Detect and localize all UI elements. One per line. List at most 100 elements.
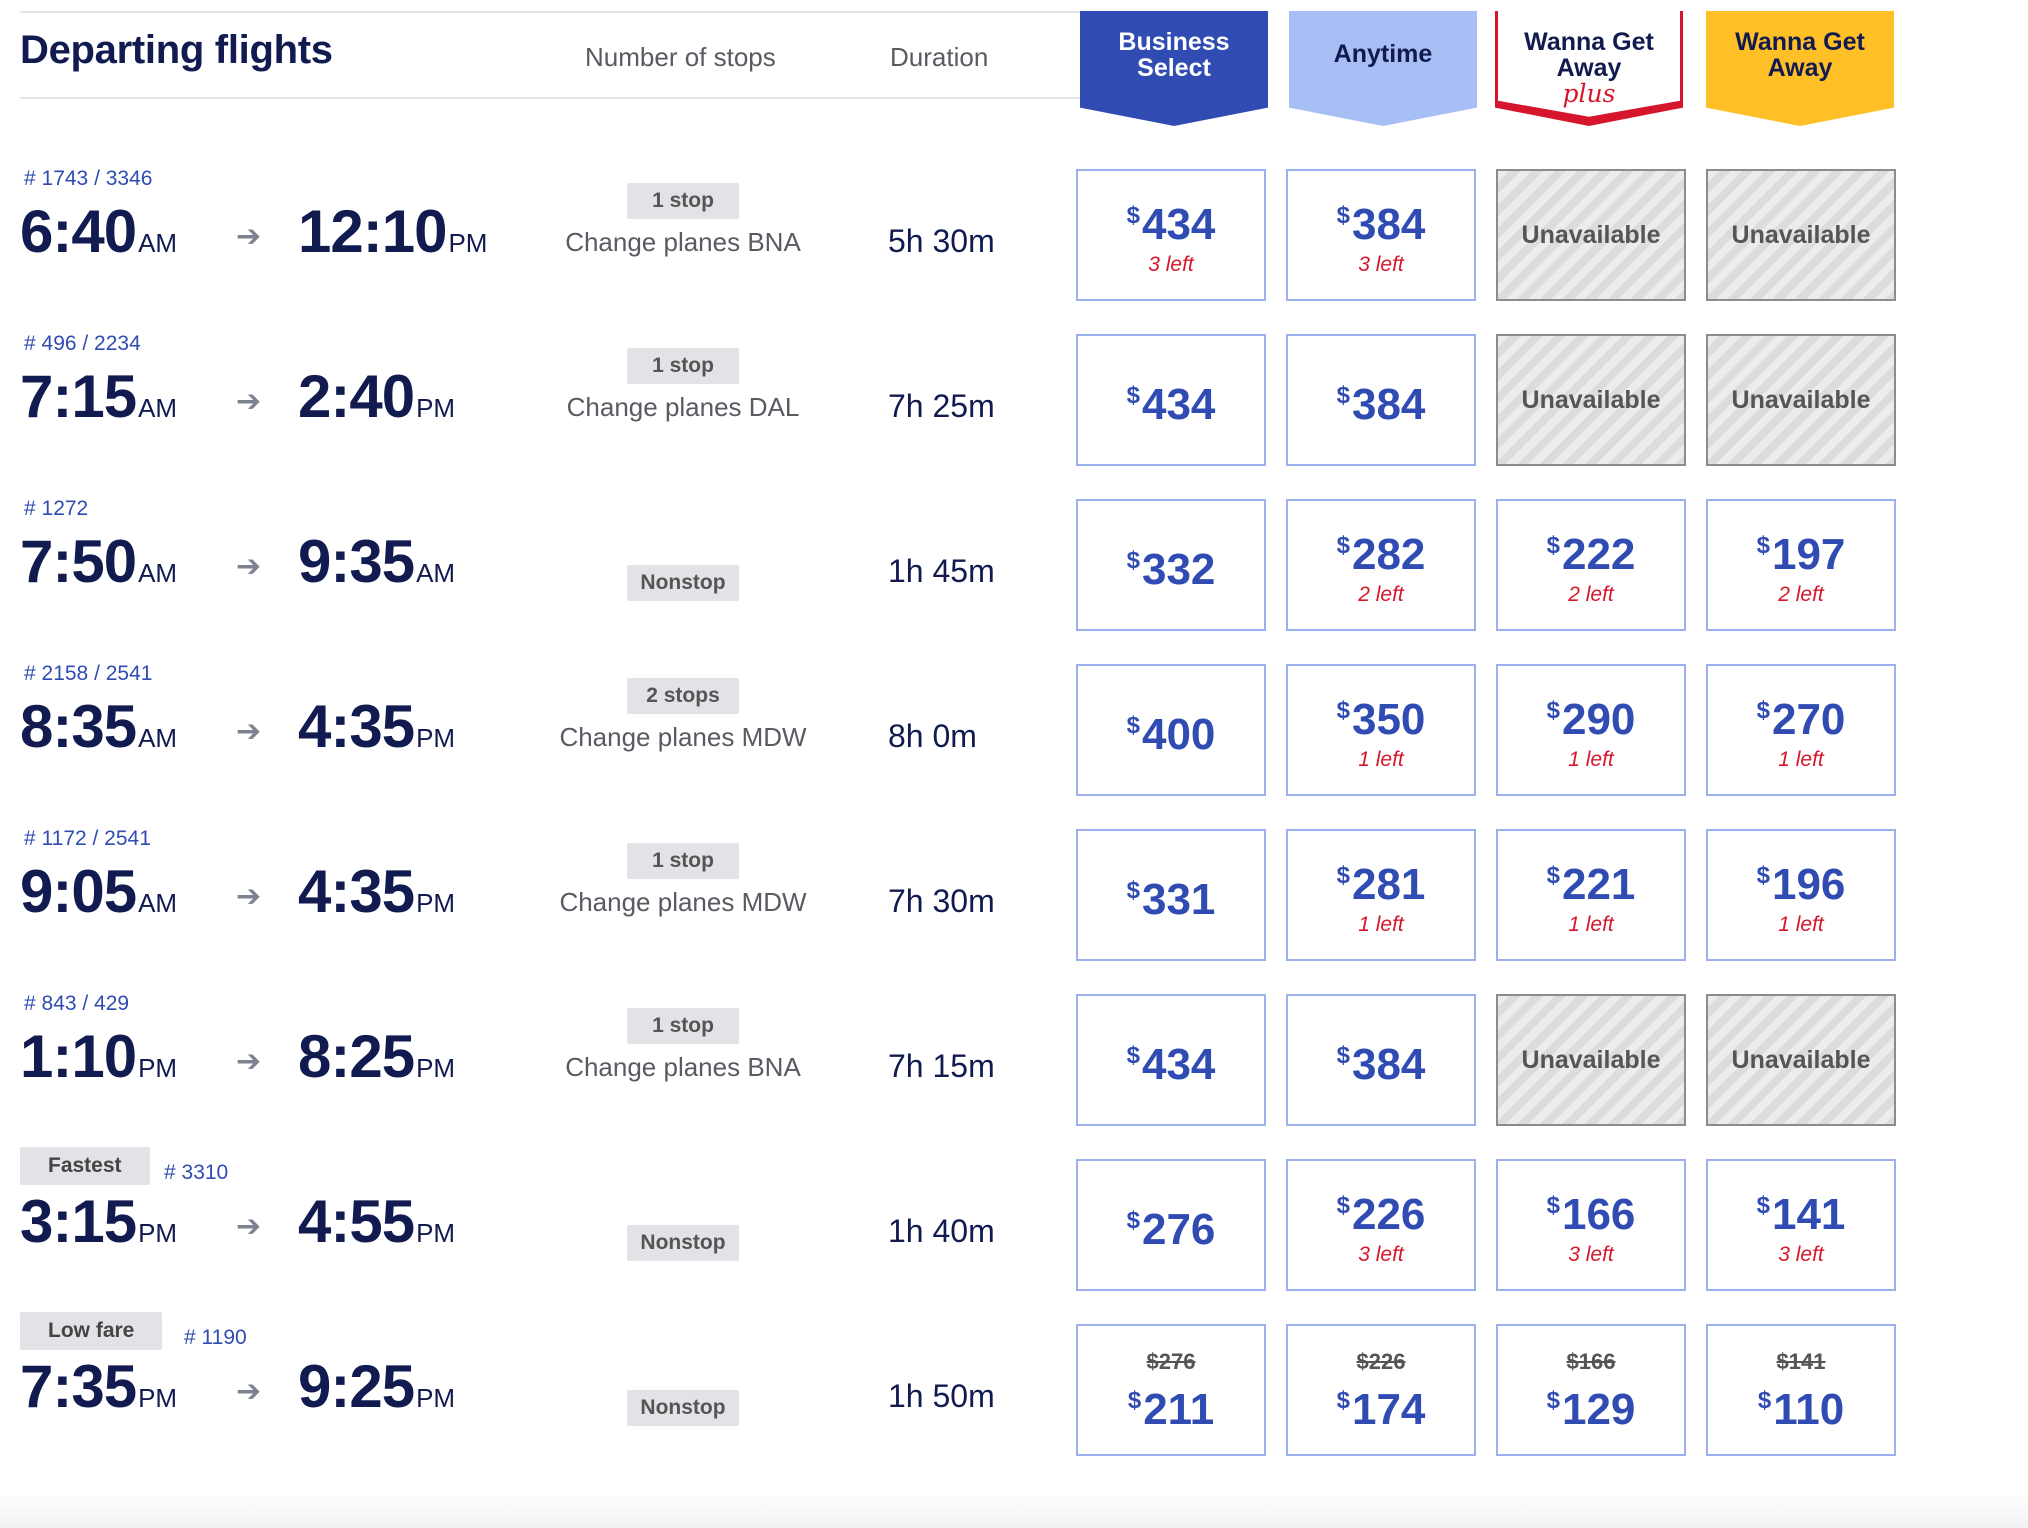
- change-planes-text: Change planes DAL: [566, 392, 800, 422]
- fare-option-button[interactable]: $197 2 left: [1706, 499, 1896, 631]
- currency-symbol: $: [1336, 1041, 1350, 1069]
- fare-option-button[interactable]: $221 1 left: [1496, 829, 1686, 961]
- flight-number-link[interactable]: # 1743 / 3346: [24, 167, 153, 190]
- arrival-time: 8:25PM: [298, 1022, 455, 1091]
- fare-price: $270: [1757, 689, 1846, 742]
- fare-option-button[interactable]: $434: [1076, 334, 1266, 466]
- stops-badge[interactable]: 2 stops: [627, 678, 739, 714]
- arrival-time: 4:55PM: [298, 1187, 455, 1256]
- fare-price: $384: [1337, 374, 1426, 427]
- fare-price-value: 384: [1351, 199, 1426, 249]
- arrival-time: 2:40PM: [298, 362, 455, 431]
- fare-price-value: 141: [1771, 1189, 1846, 1239]
- fare-price: $129: [1547, 1379, 1636, 1432]
- currency-symbol: $: [1336, 531, 1350, 559]
- fare-option-button[interactable]: $166 3 left: [1496, 1159, 1686, 1291]
- fare-option-button[interactable]: $400: [1076, 664, 1266, 796]
- flight-number-link[interactable]: # 1172 / 2541: [24, 827, 151, 850]
- currency-symbol: $: [1336, 381, 1350, 409]
- flight-duration: 1h 45m: [888, 553, 995, 589]
- fare-option-button[interactable]: $332: [1076, 499, 1266, 631]
- arrival-time-value: 8:25: [298, 1023, 415, 1090]
- currency-symbol: $: [1126, 381, 1140, 409]
- flight-row: # 1743 / 3346 6:40AM ➔ 12:10PM 1 stop Change …: [0, 167, 2028, 317]
- fare-option-button[interactable]: $222 2 left: [1496, 499, 1686, 631]
- fare-option-button[interactable]: $331: [1076, 829, 1266, 961]
- flight-number-link[interactable]: # 843 / 429: [24, 992, 130, 1015]
- flight-duration: 7h 30m: [888, 883, 995, 919]
- arrival-ampm: AM: [416, 558, 456, 588]
- departure-time: 7:35PM: [20, 1352, 177, 1421]
- fare-option-button[interactable]: $290 1 left: [1496, 664, 1686, 796]
- fare-option-button[interactable]: $270 1 left: [1706, 664, 1896, 796]
- fare-option-button[interactable]: $141 $110: [1706, 1324, 1896, 1456]
- arrival-time-value: 9:35: [298, 528, 415, 595]
- currency-symbol: $: [1757, 1386, 1772, 1414]
- seats-left-count: 2 left: [1778, 582, 1824, 606]
- fare-unavailable-box: Unavailable: [1496, 169, 1686, 301]
- fare-option-button[interactable]: $434 3 left: [1076, 169, 1266, 301]
- stops-badge[interactable]: 1 stop: [627, 1008, 739, 1044]
- fare-price: $434: [1127, 194, 1216, 247]
- fare-price: $434: [1127, 1034, 1216, 1087]
- fare-option-button[interactable]: $384: [1286, 994, 1476, 1126]
- seats-left-count: 3 left: [1358, 252, 1404, 276]
- flight-row: # 496 / 2234 7:15AM ➔ 2:40PM 1 stop Change pl…: [0, 332, 2028, 482]
- flight-number-link[interactable]: # 1272: [24, 497, 89, 520]
- fare-header-label-away: Away: [1556, 54, 1622, 82]
- stops-badge[interactable]: 1 stop: [627, 348, 739, 384]
- flight-number-link[interactable]: # 2158 / 2541: [24, 662, 153, 685]
- fare-price-value: 110: [1773, 1384, 1845, 1434]
- fare-price: $281: [1337, 854, 1426, 907]
- flight-number-link[interactable]: # 496 / 2234: [24, 332, 141, 355]
- fare-header-label: Business: [1118, 28, 1230, 56]
- fare-header-wanna-get-away-plus[interactable]: Wanna Get Away plus: [1495, 11, 1683, 126]
- fare-unavailable-box: Unavailable: [1496, 994, 1686, 1126]
- fare-option-button[interactable]: $226 3 left: [1286, 1159, 1476, 1291]
- flight-number-link[interactable]: # 3310: [164, 1161, 229, 1184]
- fare-option-button[interactable]: $166 $129: [1496, 1324, 1686, 1456]
- fare-option-button[interactable]: $384 3 left: [1286, 169, 1476, 301]
- fare-price-value: 129: [1561, 1384, 1636, 1434]
- fare-option-button[interactable]: $276: [1076, 1159, 1266, 1291]
- arrival-time: 4:35PM: [298, 857, 455, 926]
- fare-price: $276: [1127, 1199, 1216, 1252]
- arrival-time: 12:10PM: [298, 197, 487, 266]
- change-planes-text: Change planes BNA: [565, 227, 801, 257]
- fare-option-button[interactable]: $226 $174: [1286, 1324, 1476, 1456]
- currency-symbol: $: [1336, 1191, 1350, 1219]
- fare-option-button[interactable]: $276 $211: [1076, 1324, 1266, 1456]
- fare-option-button[interactable]: $281 1 left: [1286, 829, 1476, 961]
- arrival-ampm: PM: [416, 1053, 456, 1083]
- stops-badge[interactable]: 1 stop: [627, 183, 739, 219]
- currency-symbol: $: [1756, 1191, 1770, 1219]
- seats-left-count: 1 left: [1778, 747, 1824, 771]
- fare-price-value: 434: [1141, 199, 1216, 249]
- column-header-stops[interactable]: Number of stops: [585, 42, 776, 72]
- fare-option-button[interactable]: $434: [1076, 994, 1266, 1126]
- fare-header-wanna-get-away[interactable]: Wanna Get Away: [1706, 11, 1894, 126]
- fare-option-button[interactable]: $384: [1286, 334, 1476, 466]
- unavailable-label: Unavailable: [1731, 385, 1871, 414]
- fare-price: $434: [1127, 374, 1216, 427]
- arrival-time-value: 4:35: [298, 693, 415, 760]
- column-header-duration[interactable]: Duration: [890, 42, 989, 72]
- fare-option-button[interactable]: $350 1 left: [1286, 664, 1476, 796]
- fare-header-business-select[interactable]: Business Select: [1080, 11, 1268, 126]
- fare-price-value: 276: [1141, 1204, 1216, 1254]
- currency-symbol: $: [1126, 711, 1140, 739]
- flight-duration: 1h 50m: [888, 1378, 995, 1414]
- stops-badge[interactable]: 1 stop: [627, 843, 739, 879]
- fare-option-button[interactable]: $282 2 left: [1286, 499, 1476, 631]
- fare-option-button[interactable]: $141 3 left: [1706, 1159, 1896, 1291]
- departure-time: 7:50AM: [20, 527, 177, 596]
- seats-left-count: 1 left: [1778, 912, 1824, 936]
- fare-option-button[interactable]: $196 1 left: [1706, 829, 1896, 961]
- unavailable-label: Unavailable: [1521, 1045, 1661, 1074]
- currency-symbol: $: [1546, 1386, 1560, 1414]
- fare-header-anytime[interactable]: Anytime: [1289, 11, 1477, 126]
- flight-duration: 1h 40m: [888, 1213, 995, 1249]
- currency-symbol: $: [1546, 696, 1560, 724]
- flight-number-link[interactable]: # 1190: [184, 1326, 247, 1349]
- seats-left-count: 2 left: [1568, 582, 1614, 606]
